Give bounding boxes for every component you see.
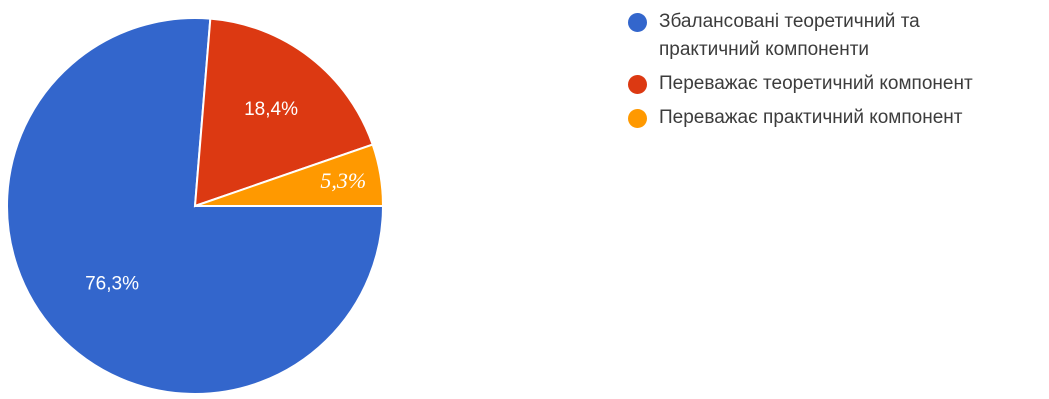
legend-label-theoretical: Переважає теоретичний компонент xyxy=(659,73,973,94)
pie-label-balanced: 76,3% xyxy=(85,273,139,294)
legend-label-balanced: Збалансовані теоретичний та практичний к… xyxy=(659,11,920,60)
legend-swatch-balanced xyxy=(628,13,647,32)
legend-item-theoretical: Переважає теоретичний компонент xyxy=(628,70,1043,98)
legend-label-practical: Переважає практичний компонент xyxy=(659,107,963,128)
legend-swatch-practical xyxy=(628,109,647,128)
pie-label-practical: 5,3% xyxy=(320,168,366,193)
pie-slice-practical xyxy=(194,143,385,207)
legend-item-practical: Переважає практичний компонент xyxy=(628,104,1043,132)
chart-legend: Збалансовані теоретичний та практичний к… xyxy=(628,8,1043,138)
pie-label-theoretical: 18,4% xyxy=(244,99,298,120)
legend-item-balanced: Збалансовані теоретичний та практичний к… xyxy=(628,8,1043,64)
legend-swatch-theoretical xyxy=(628,75,647,94)
